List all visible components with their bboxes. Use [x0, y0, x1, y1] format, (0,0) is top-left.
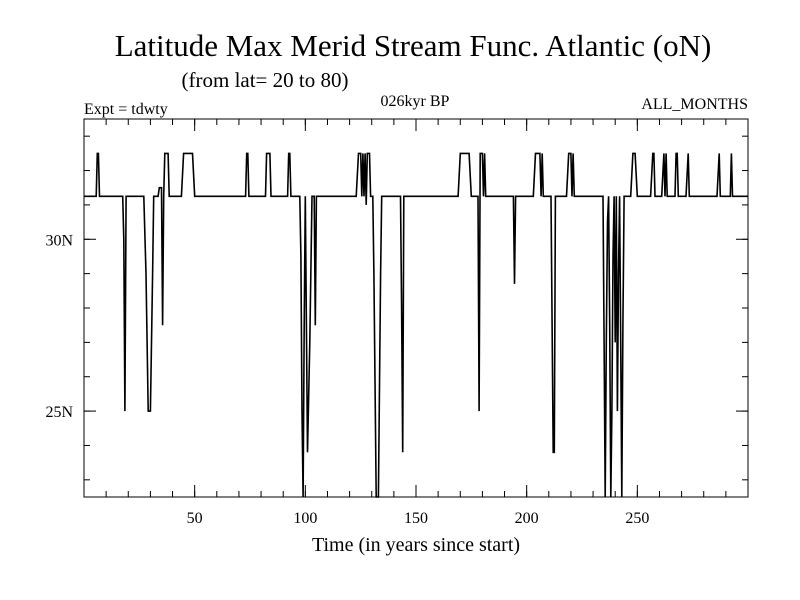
x-tick-label: 100	[293, 510, 317, 527]
x-axis-label: Time (in years since start)	[312, 534, 520, 556]
chart-title: Latitude Max Merid Stream Func. Atlantic…	[115, 28, 712, 63]
chart-subtitle: (from lat= 20 to 80)	[182, 68, 349, 92]
y-tick-labels: 25N 30N	[45, 232, 73, 421]
x-tick-label: 50	[187, 510, 203, 527]
plot-frame	[83, 118, 749, 498]
months-label: ALL_MONTHS	[641, 96, 748, 113]
axis-ticks	[84, 119, 748, 497]
x-tick-label: 150	[404, 510, 428, 527]
period-label: 026kyr BP	[381, 93, 450, 110]
x-tick-label: 250	[625, 510, 649, 527]
x-tick-label: 200	[515, 510, 539, 527]
y-tick-label: 25N	[45, 404, 73, 421]
x-tick-labels: 50 100 150 200 250	[187, 510, 650, 527]
series-line	[84, 152, 748, 498]
y-tick-label: 30N	[45, 232, 73, 249]
experiment-label: Expt = tdwty	[84, 101, 168, 118]
